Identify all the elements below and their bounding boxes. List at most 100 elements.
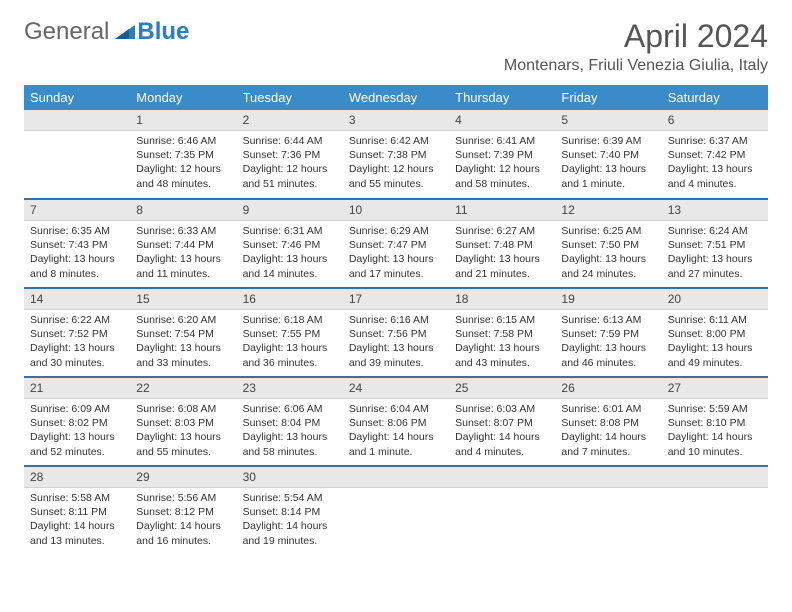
day-number: 16 (237, 289, 343, 310)
daylight-line: Daylight: 14 hours and 1 minute. (349, 430, 443, 458)
calendar-day-cell: 6Sunrise: 6:37 AMSunset: 7:42 PMDaylight… (662, 110, 768, 198)
weekday-header: Friday (555, 85, 661, 110)
sunrise-line: Sunrise: 6:01 AM (561, 402, 655, 416)
daylight-line: Daylight: 13 hours and 39 minutes. (349, 341, 443, 369)
day-number: 17 (343, 289, 449, 310)
day-body: Sunrise: 6:27 AMSunset: 7:48 PMDaylight:… (449, 221, 555, 287)
calendar-table: SundayMondayTuesdayWednesdayThursdayFrid… (24, 85, 768, 554)
day-number: 20 (662, 289, 768, 310)
sunset-line: Sunset: 8:12 PM (136, 505, 230, 519)
weekday-header: Saturday (662, 85, 768, 110)
day-number-empty (555, 467, 661, 488)
sunset-line: Sunset: 7:43 PM (30, 238, 124, 252)
day-number: 6 (662, 110, 768, 131)
daylight-line: Daylight: 13 hours and 30 minutes. (30, 341, 124, 369)
sunrise-line: Sunrise: 6:35 AM (30, 224, 124, 238)
calendar-day-cell: 18Sunrise: 6:15 AMSunset: 7:58 PMDayligh… (449, 288, 555, 376)
day-body: Sunrise: 6:04 AMSunset: 8:06 PMDaylight:… (343, 399, 449, 465)
calendar-day-cell: 23Sunrise: 6:06 AMSunset: 8:04 PMDayligh… (237, 377, 343, 465)
day-number: 29 (130, 467, 236, 488)
daylight-line: Daylight: 13 hours and 21 minutes. (455, 252, 549, 280)
sunset-line: Sunset: 8:10 PM (668, 416, 762, 430)
daylight-line: Daylight: 13 hours and 55 minutes. (136, 430, 230, 458)
day-body: Sunrise: 6:01 AMSunset: 8:08 PMDaylight:… (555, 399, 661, 465)
day-body: Sunrise: 6:37 AMSunset: 7:42 PMDaylight:… (662, 131, 768, 197)
day-body: Sunrise: 5:58 AMSunset: 8:11 PMDaylight:… (24, 488, 130, 554)
sunset-line: Sunset: 8:07 PM (455, 416, 549, 430)
calendar-day-cell: 2Sunrise: 6:44 AMSunset: 7:36 PMDaylight… (237, 110, 343, 198)
day-number: 22 (130, 378, 236, 399)
day-body: Sunrise: 6:35 AMSunset: 7:43 PMDaylight:… (24, 221, 130, 287)
sunset-line: Sunset: 8:03 PM (136, 416, 230, 430)
calendar-day-cell (555, 466, 661, 554)
daylight-line: Daylight: 13 hours and 11 minutes. (136, 252, 230, 280)
sunset-line: Sunset: 7:56 PM (349, 327, 443, 341)
day-body: Sunrise: 6:22 AMSunset: 7:52 PMDaylight:… (24, 310, 130, 376)
sunset-line: Sunset: 7:46 PM (243, 238, 337, 252)
sunrise-line: Sunrise: 6:09 AM (30, 402, 124, 416)
calendar-day-cell: 16Sunrise: 6:18 AMSunset: 7:55 PMDayligh… (237, 288, 343, 376)
day-number: 15 (130, 289, 236, 310)
day-body: Sunrise: 6:46 AMSunset: 7:35 PMDaylight:… (130, 131, 236, 197)
daylight-line: Daylight: 14 hours and 4 minutes. (455, 430, 549, 458)
day-number: 2 (237, 110, 343, 131)
weekday-header: Thursday (449, 85, 555, 110)
sunrise-line: Sunrise: 6:42 AM (349, 134, 443, 148)
day-number-empty (343, 467, 449, 488)
sunset-line: Sunset: 7:42 PM (668, 148, 762, 162)
day-number: 3 (343, 110, 449, 131)
sunset-line: Sunset: 7:44 PM (136, 238, 230, 252)
calendar-day-cell: 10Sunrise: 6:29 AMSunset: 7:47 PMDayligh… (343, 199, 449, 287)
sunrise-line: Sunrise: 6:31 AM (243, 224, 337, 238)
day-body: Sunrise: 6:08 AMSunset: 8:03 PMDaylight:… (130, 399, 236, 465)
calendar-day-cell: 4Sunrise: 6:41 AMSunset: 7:39 PMDaylight… (449, 110, 555, 198)
sunset-line: Sunset: 8:14 PM (243, 505, 337, 519)
logo-triangle-icon (115, 23, 137, 41)
daylight-line: Daylight: 14 hours and 7 minutes. (561, 430, 655, 458)
sunrise-line: Sunrise: 6:04 AM (349, 402, 443, 416)
daylight-line: Daylight: 14 hours and 16 minutes. (136, 519, 230, 547)
sunset-line: Sunset: 7:38 PM (349, 148, 443, 162)
day-number: 11 (449, 200, 555, 221)
day-number: 10 (343, 200, 449, 221)
day-body: Sunrise: 6:13 AMSunset: 7:59 PMDaylight:… (555, 310, 661, 376)
sunrise-line: Sunrise: 6:15 AM (455, 313, 549, 327)
sunset-line: Sunset: 7:50 PM (561, 238, 655, 252)
daylight-line: Daylight: 12 hours and 58 minutes. (455, 162, 549, 190)
day-body: Sunrise: 6:39 AMSunset: 7:40 PMDaylight:… (555, 131, 661, 197)
daylight-line: Daylight: 13 hours and 43 minutes. (455, 341, 549, 369)
day-number: 18 (449, 289, 555, 310)
sunrise-line: Sunrise: 6:22 AM (30, 313, 124, 327)
daylight-line: Daylight: 13 hours and 58 minutes. (243, 430, 337, 458)
calendar-day-cell: 27Sunrise: 5:59 AMSunset: 8:10 PMDayligh… (662, 377, 768, 465)
calendar-day-cell: 21Sunrise: 6:09 AMSunset: 8:02 PMDayligh… (24, 377, 130, 465)
sunset-line: Sunset: 8:06 PM (349, 416, 443, 430)
day-number: 23 (237, 378, 343, 399)
sunrise-line: Sunrise: 6:44 AM (243, 134, 337, 148)
day-number: 1 (130, 110, 236, 131)
calendar-day-cell: 22Sunrise: 6:08 AMSunset: 8:03 PMDayligh… (130, 377, 236, 465)
sunset-line: Sunset: 7:59 PM (561, 327, 655, 341)
day-body: Sunrise: 6:06 AMSunset: 8:04 PMDaylight:… (237, 399, 343, 465)
weekday-header: Wednesday (343, 85, 449, 110)
day-body: Sunrise: 6:09 AMSunset: 8:02 PMDaylight:… (24, 399, 130, 465)
calendar-week-row: 14Sunrise: 6:22 AMSunset: 7:52 PMDayligh… (24, 288, 768, 376)
calendar-day-cell: 15Sunrise: 6:20 AMSunset: 7:54 PMDayligh… (130, 288, 236, 376)
sunrise-line: Sunrise: 6:46 AM (136, 134, 230, 148)
calendar-day-cell: 29Sunrise: 5:56 AMSunset: 8:12 PMDayligh… (130, 466, 236, 554)
sunrise-line: Sunrise: 6:16 AM (349, 313, 443, 327)
sunrise-line: Sunrise: 6:33 AM (136, 224, 230, 238)
day-number: 26 (555, 378, 661, 399)
calendar-day-cell: 7Sunrise: 6:35 AMSunset: 7:43 PMDaylight… (24, 199, 130, 287)
calendar-day-cell: 30Sunrise: 5:54 AMSunset: 8:14 PMDayligh… (237, 466, 343, 554)
day-number: 25 (449, 378, 555, 399)
day-body: Sunrise: 6:33 AMSunset: 7:44 PMDaylight:… (130, 221, 236, 287)
sunrise-line: Sunrise: 6:11 AM (668, 313, 762, 327)
day-body: Sunrise: 6:15 AMSunset: 7:58 PMDaylight:… (449, 310, 555, 376)
sunset-line: Sunset: 8:00 PM (668, 327, 762, 341)
day-body: Sunrise: 6:18 AMSunset: 7:55 PMDaylight:… (237, 310, 343, 376)
daylight-line: Daylight: 14 hours and 13 minutes. (30, 519, 124, 547)
sunset-line: Sunset: 7:58 PM (455, 327, 549, 341)
sunset-line: Sunset: 7:51 PM (668, 238, 762, 252)
sunrise-line: Sunrise: 6:18 AM (243, 313, 337, 327)
